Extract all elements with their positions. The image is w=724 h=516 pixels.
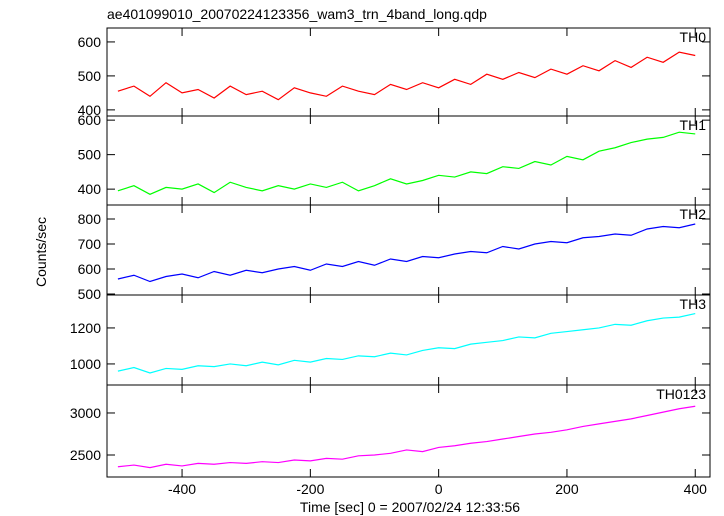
y-tick-label: 600	[78, 34, 102, 50]
data-line	[117, 405, 696, 469]
y-tick-label: 1200	[70, 320, 101, 336]
y-tick-label: 600	[78, 261, 102, 277]
y-tick-label: 500	[78, 147, 102, 163]
y-tick-label: 600	[78, 112, 102, 128]
y-tick-label: 500	[78, 68, 102, 84]
y-tick-label: 800	[78, 211, 102, 227]
x-tick-label: 400	[684, 481, 708, 497]
y-tick-label: 400	[78, 102, 102, 118]
legend-label: TH2	[680, 206, 707, 222]
y-tick-label: 3000	[70, 405, 101, 421]
y-axis-label: Counts/sec	[33, 217, 49, 287]
y-tick-label: 700	[78, 236, 102, 252]
x-tick-label: 0	[435, 481, 443, 497]
panel-frame	[106, 115, 711, 206]
legend-label: TH1	[680, 117, 707, 133]
legend-label: TH0	[680, 29, 707, 45]
x-axis-label: Time [sec] 0 = 2007/02/24 12:33:56	[300, 499, 520, 515]
chart-title: ae401099010_20070224123356_wam3_trn_4ban…	[107, 6, 487, 22]
y-tick-label: 1000	[70, 356, 101, 372]
data-line	[117, 51, 696, 101]
data-line	[117, 131, 696, 195]
y-tick-label: 2500	[70, 447, 101, 463]
x-tick-label: -200	[296, 481, 324, 497]
legend-label: TH3	[680, 296, 707, 312]
legend-label: TH0123	[656, 386, 706, 402]
y-tick-label: 500	[78, 286, 102, 302]
x-tick-label: 200	[555, 481, 579, 497]
data-line	[117, 312, 696, 374]
panel-frame	[106, 27, 711, 117]
panel-frame	[106, 384, 711, 478]
x-tick-label: -400	[168, 481, 196, 497]
y-tick-label: 400	[78, 181, 102, 197]
panel-frame	[106, 294, 711, 386]
data-line	[117, 223, 696, 283]
panel-frame	[106, 204, 711, 296]
